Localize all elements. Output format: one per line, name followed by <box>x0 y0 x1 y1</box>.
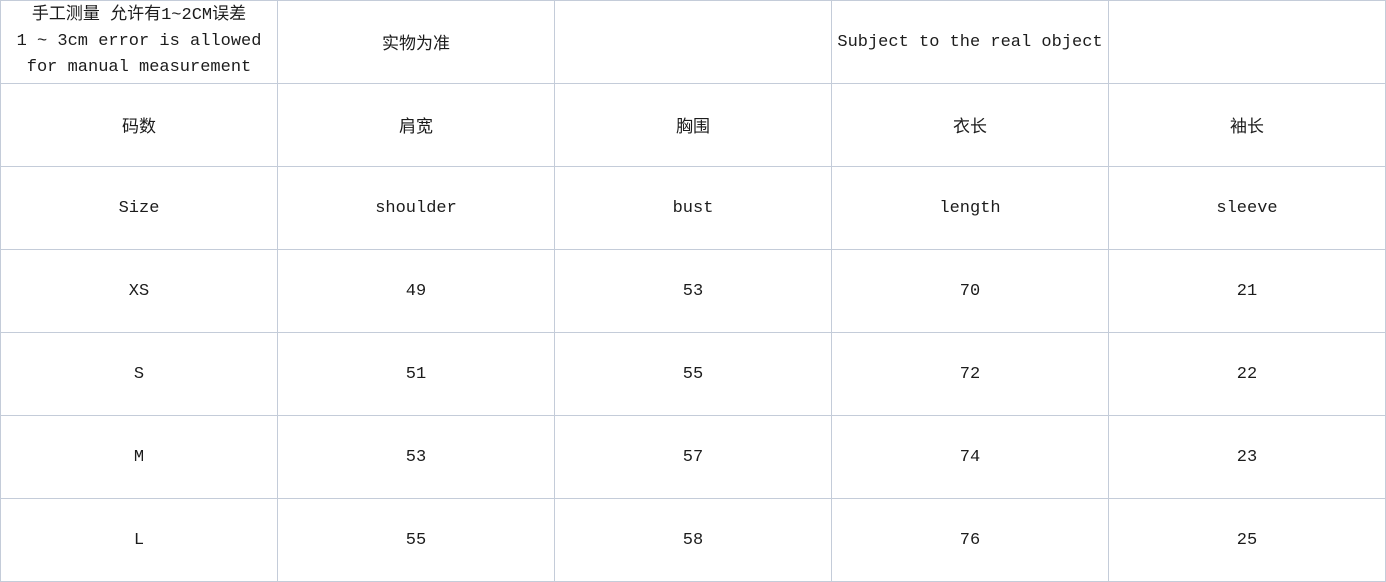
sleeve-value: 23 <box>1108 415 1386 499</box>
length-value: 76 <box>831 498 1109 582</box>
size-label: S <box>0 332 278 416</box>
empty-cell <box>1108 0 1386 84</box>
length-value: 72 <box>831 332 1109 416</box>
sleeve-value: 25 <box>1108 498 1386 582</box>
bust-value: 53 <box>554 249 832 333</box>
header-sleeve-en: sleeve <box>1108 166 1386 250</box>
shoulder-value: 55 <box>277 498 555 582</box>
data-row-s: S 51 55 72 22 <box>0 332 1386 416</box>
length-value: 70 <box>831 249 1109 333</box>
header-bust-en: bust <box>554 166 832 250</box>
length-value: 74 <box>831 415 1109 499</box>
empty-cell <box>554 0 832 84</box>
shoulder-value: 51 <box>277 332 555 416</box>
data-row-m: M 53 57 74 23 <box>0 415 1386 499</box>
sleeve-value: 21 <box>1108 249 1386 333</box>
bust-value: 55 <box>554 332 832 416</box>
measurement-note-cell: 手工测量 允许有1~2CM误差 1 ~ 3cm error is allowed… <box>0 0 278 84</box>
header-size-en: Size <box>0 166 278 250</box>
header-length-cn: 衣长 <box>831 83 1109 167</box>
size-label: L <box>0 498 278 582</box>
note-row: 手工测量 允许有1~2CM误差 1 ~ 3cm error is allowed… <box>0 0 1386 84</box>
size-label: XS <box>0 249 278 333</box>
note-line-en-1: 1 ~ 3cm error is allowed <box>16 32 262 51</box>
bust-value: 57 <box>554 415 832 499</box>
data-row-xs: XS 49 53 70 21 <box>0 249 1386 333</box>
shoulder-value: 53 <box>277 415 555 499</box>
header-row-en: Size shoulder bust length sleeve <box>0 166 1386 250</box>
shoulder-value: 49 <box>277 249 555 333</box>
header-shoulder-cn: 肩宽 <box>277 83 555 167</box>
header-length-en: length <box>831 166 1109 250</box>
note-line-cn: 手工测量 允许有1~2CM误差 <box>31 6 247 25</box>
data-row-l: L 55 58 76 25 <box>0 498 1386 582</box>
header-size-cn: 码数 <box>0 83 278 167</box>
header-shoulder-en: shoulder <box>277 166 555 250</box>
sleeve-value: 22 <box>1108 332 1386 416</box>
header-row-cn: 码数 肩宽 胸围 衣长 袖长 <box>0 83 1386 167</box>
bust-value: 58 <box>554 498 832 582</box>
real-object-cn-cell: 实物为准 <box>277 0 555 84</box>
header-sleeve-cn: 袖长 <box>1108 83 1386 167</box>
header-bust-cn: 胸围 <box>554 83 832 167</box>
real-object-en-cell: Subject to the real object <box>831 0 1109 84</box>
note-line-en-2: for manual measurement <box>26 58 252 77</box>
size-label: M <box>0 415 278 499</box>
